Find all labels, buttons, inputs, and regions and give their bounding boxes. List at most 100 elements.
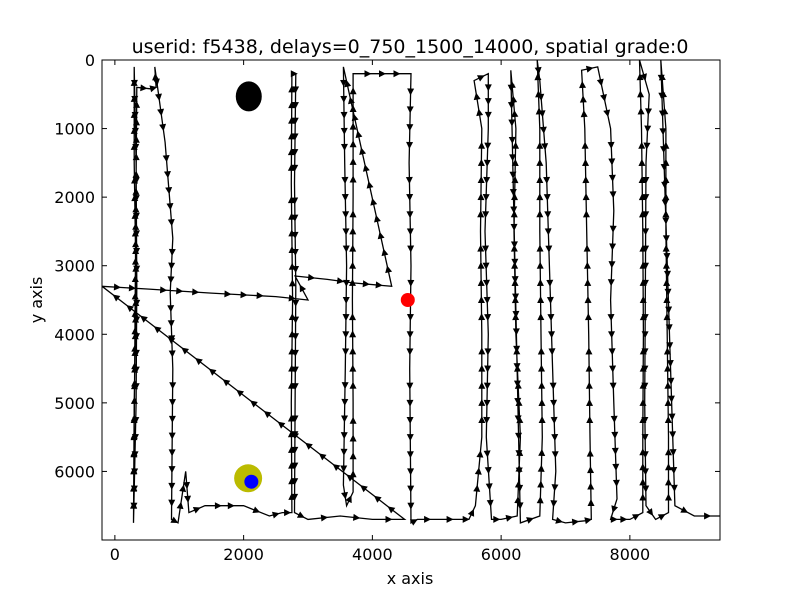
trajectory-arrow <box>362 280 370 288</box>
trajectory-arrow <box>374 214 381 223</box>
trajectory-arrow <box>477 176 485 184</box>
trajectory-arrow <box>113 283 121 291</box>
trajectory-arrow <box>478 313 486 321</box>
trajectory-arrow <box>660 145 668 154</box>
trajectory-arrow <box>587 482 595 490</box>
trajectory-arrow <box>476 450 484 458</box>
blue-marker <box>244 474 259 489</box>
trajectory-arrow <box>291 214 299 222</box>
trajectory-arrow <box>133 316 141 324</box>
trajectory-arrow <box>360 485 368 493</box>
trajectory-arrow <box>349 416 357 424</box>
trajectory-arrow <box>128 284 136 292</box>
trajectory-arrow <box>349 330 357 338</box>
trajectory-arrow <box>484 142 492 150</box>
trajectory-arrow <box>288 445 296 453</box>
trajectory-arrow <box>608 331 616 339</box>
trajectory-arrow <box>387 506 396 514</box>
trajectory-arrow <box>341 398 349 406</box>
trajectory-arrow <box>611 431 619 439</box>
trajectory-arrow <box>224 290 232 298</box>
trajectory-arrow <box>538 448 546 457</box>
trajectory-arrow <box>571 518 580 526</box>
trajectory-arrow <box>638 141 646 149</box>
trajectory-arrow <box>477 193 485 201</box>
trajectory-arrow <box>291 415 299 423</box>
trajectory-arrow <box>641 314 649 322</box>
trajectory-arrow <box>541 143 549 151</box>
trajectory-arrow <box>586 449 594 457</box>
trajectory-arrow <box>162 155 170 163</box>
trajectory-arrow <box>349 364 357 372</box>
trajectory-arrow <box>131 257 139 265</box>
trajectory-arrow <box>665 493 672 501</box>
trajectory-arrow <box>133 299 141 307</box>
trajectory-arrow <box>341 194 349 202</box>
trajectory-arrow <box>661 199 669 207</box>
trajectory-arrow <box>538 416 546 424</box>
trajectory-arrow <box>291 149 299 157</box>
trajectory-arrow <box>288 461 296 469</box>
trajectory-arrow <box>610 415 618 423</box>
trajectory-arrow <box>550 399 558 407</box>
trajectory-arrow <box>176 287 184 295</box>
trajectory-arrow <box>349 210 357 218</box>
trajectory-arrow <box>406 228 414 236</box>
red-marker <box>400 293 415 307</box>
trajectory-arrow <box>407 245 415 253</box>
trajectory-arrow <box>184 495 192 503</box>
trajectory-arrow <box>349 140 357 148</box>
trajectory-arrow <box>536 244 544 252</box>
trajectory-arrow <box>662 217 670 225</box>
trajectory-arrow <box>132 212 140 220</box>
trajectory-arrow <box>666 359 674 368</box>
trajectory-arrow <box>222 379 231 387</box>
trajectory-arrow <box>407 485 415 493</box>
trajectory-arrow <box>168 466 176 474</box>
trajectory-arrow <box>288 101 296 109</box>
trajectory-arrow <box>131 327 139 335</box>
trajectory-arrow <box>307 273 316 281</box>
trajectory-arrow <box>409 519 418 526</box>
trajectory-arrow <box>292 299 300 307</box>
trajectory-arrow <box>349 244 357 252</box>
trajectory-arrow <box>641 331 649 339</box>
trajectory-arrow <box>474 467 482 475</box>
trajectory-arrow <box>514 496 522 504</box>
trajectory-arrow <box>637 107 645 115</box>
trajectory-arrow <box>537 464 545 472</box>
trajectory-arrow <box>152 73 160 81</box>
trajectory-arrow <box>176 501 184 510</box>
trajectory-arrow <box>167 305 175 313</box>
trajectory-arrow <box>663 347 671 355</box>
trajectory-arrow <box>407 279 415 287</box>
trajectory-arrow <box>132 222 140 230</box>
trajectory-arrow <box>477 278 485 286</box>
trajectory-arrow <box>537 296 545 304</box>
trajectory-arrow <box>642 176 650 184</box>
trajectory-arrow <box>596 78 604 87</box>
y-tick-label: 2000 <box>54 188 95 207</box>
trajectory-arrow <box>214 502 222 510</box>
x-tick-label: 0 <box>110 545 120 564</box>
trajectory-arrow <box>664 364 672 372</box>
trajectory-arrow <box>581 141 589 149</box>
trajectory-arrow <box>349 434 357 442</box>
trajectory-arrow <box>551 433 559 442</box>
trajectory-arrow <box>131 379 139 387</box>
trajectory-arrow <box>642 228 650 236</box>
trajectory-arrow <box>168 499 176 507</box>
trajectory-arrow <box>131 292 139 300</box>
trajectory-arrow <box>551 451 559 459</box>
trajectory-arrow <box>130 396 138 404</box>
trajectory-arrow <box>510 241 518 249</box>
trajectory-arrow <box>476 108 484 117</box>
trajectory-arrow <box>510 206 518 214</box>
trajectory-arrow <box>526 517 534 524</box>
trajectory-arrow <box>585 65 594 73</box>
trajectory-arrow <box>620 515 628 523</box>
trajectory-arrow <box>473 92 481 101</box>
y-tick-label: 3000 <box>54 257 95 276</box>
trajectory-arrow <box>291 133 299 141</box>
